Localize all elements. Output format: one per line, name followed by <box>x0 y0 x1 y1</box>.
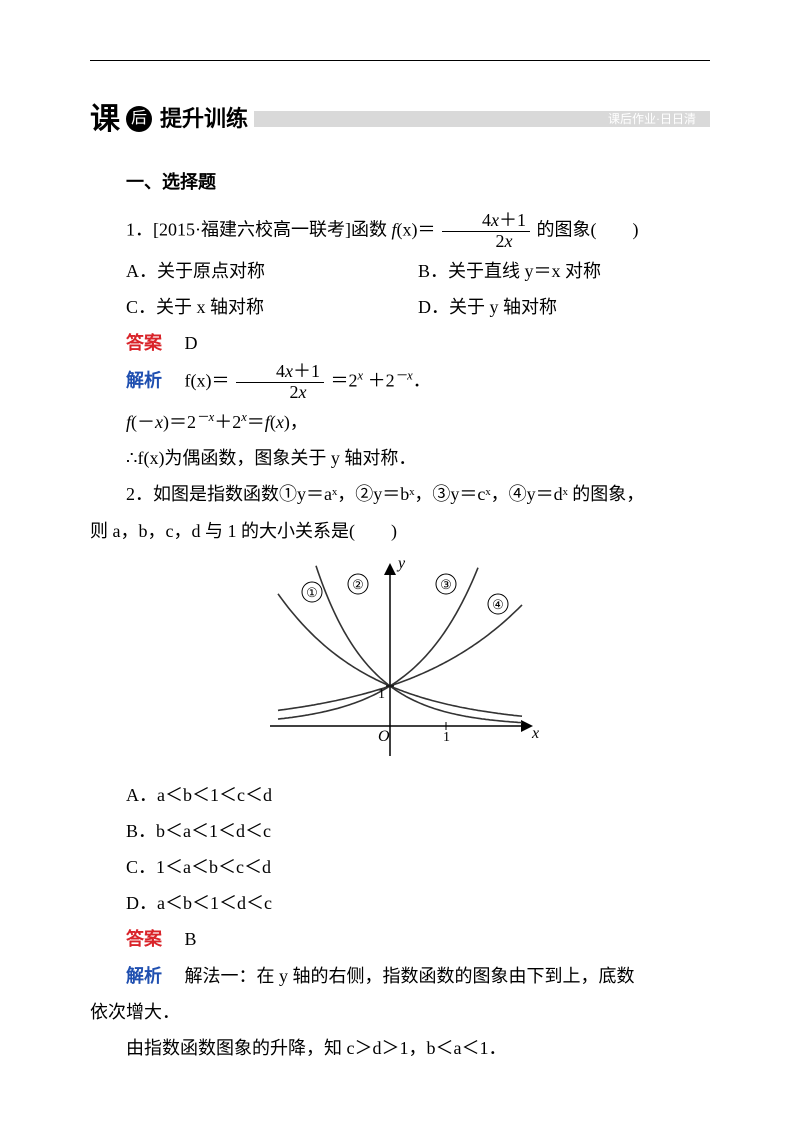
top-rule <box>90 60 710 61</box>
q2-stem-b: 则 a，b，c，d 与 1 的大小关系是( ) <box>90 514 710 548</box>
q2-an-l1: 解法一：在 y 轴的右侧，指数函数的图象由下到上，底数 <box>167 966 635 986</box>
page-banner: 课 后 提升训练 课后作业·日日清 <box>90 101 710 137</box>
q2-analysis-l2: 依次增大． <box>90 995 710 1029</box>
analysis-label: 解析 <box>126 371 162 391</box>
analysis-label-2: 解析 <box>126 966 162 986</box>
q1-dot: ． <box>413 371 431 391</box>
q1-stem-pre: 1．[2015·福建六校高一联考]函数 <box>126 220 391 240</box>
q2-opt-c: C．1＜a＜b＜c＜d <box>126 850 710 884</box>
q2-opt-b: B．b＜a＜1＜d＜c <box>126 814 710 848</box>
banner-bar: 课后作业·日日清 <box>254 111 710 127</box>
q1-expnegx: －x <box>395 369 413 383</box>
q1-analysis-l3: ∴f(x)为偶函数，图象关于 y 轴对称． <box>90 441 710 475</box>
q1-stem: 1．[2015·福建六校高一联考]函数 f(x)＝ 4x＋1 2x 的图象( ) <box>90 211 710 252</box>
banner-bar-text: 课后作业·日日清 <box>608 108 696 131</box>
curve-label-3: ③ <box>436 574 456 594</box>
q1-opt-c: C．关于 x 轴对称 <box>126 290 418 324</box>
axis-x-label: x <box>531 725 539 742</box>
q1-answer: 答案 D <box>90 326 710 360</box>
section-title: 一、选择题 <box>90 165 710 199</box>
q1-l2-neg: －x <box>196 410 214 424</box>
banner-left: 课 后 提升训练 <box>90 91 248 148</box>
svg-text:①: ① <box>306 585 318 600</box>
q2-figure: y x O 1 1 ① ② ③ ④ <box>250 556 550 776</box>
q1-analysis-l1: 解析 f(x)＝ 4x＋1 2x ＝2x ＋2－x． <box>90 362 710 403</box>
q2-answer-value: B <box>167 929 197 949</box>
q2-answer: 答案 B <box>90 922 710 956</box>
answer-label-2: 答案 <box>126 929 162 949</box>
svg-text:④: ④ <box>492 597 504 612</box>
q2-analysis-l1: 解析 解法一：在 y 轴的右侧，指数函数的图象由下到上，底数 <box>90 959 710 993</box>
q1-answer-value: D <box>167 333 198 353</box>
q1-an1-pre: f(x)＝ <box>167 371 230 391</box>
banner-bold: 提升训练 <box>160 98 248 140</box>
answer-label: 答案 <box>126 333 162 353</box>
q1-options-row1: A．关于原点对称 B．关于直线 y＝x 对称 <box>126 254 710 288</box>
q1-options-row2: C．关于 x 轴对称 D．关于 y 轴对称 <box>126 290 710 324</box>
q1-eq1: ＝2 <box>330 371 357 391</box>
axis-y-label: y <box>396 556 406 572</box>
q2-figure-wrap: y x O 1 1 ① ② ③ ④ <box>90 556 710 776</box>
q1-opt-a: A．关于原点对称 <box>126 254 418 288</box>
q1-frac: 4x＋1 2x <box>442 211 530 252</box>
curve-label-1: ① <box>302 582 322 602</box>
q1-stem-post: 的图象( ) <box>537 220 639 240</box>
origin-label: O <box>378 728 390 745</box>
q1-opt-d: D．关于 y 轴对称 <box>418 290 710 324</box>
q1-expx: x <box>357 369 363 383</box>
q2-analysis-l3: 由指数函数图象的升降，知 c＞d＞1，b＜a＜1． <box>90 1031 710 1065</box>
q2-opt-a: A．a＜b＜1＜c＜d <box>126 778 710 812</box>
banner-script: 课 <box>90 91 120 148</box>
q1-frac2: 4x＋1 2x <box>236 362 324 403</box>
one-y: 1 <box>378 687 385 702</box>
q1-analysis-l2: f(－x)＝2－x＋2x＝f(x)， <box>90 405 710 439</box>
q1-opt-b: B．关于直线 y＝x 对称 <box>418 254 710 288</box>
svg-text:③: ③ <box>440 577 452 592</box>
q2-stem-a: 2．如图是指数函数①y＝aˣ，②y＝bˣ，③y＝cˣ，④y＝dˣ 的图象， <box>90 477 710 511</box>
curve-label-2: ② <box>348 574 368 594</box>
q2-opt-d: D．a＜b＜1＜d＜c <box>126 886 710 920</box>
one-x: 1 <box>443 730 450 745</box>
banner-circle: 后 <box>126 106 152 132</box>
q1-plus: ＋2 <box>368 371 395 391</box>
svg-text:②: ② <box>352 577 364 592</box>
curve-label-4: ④ <box>488 594 508 614</box>
